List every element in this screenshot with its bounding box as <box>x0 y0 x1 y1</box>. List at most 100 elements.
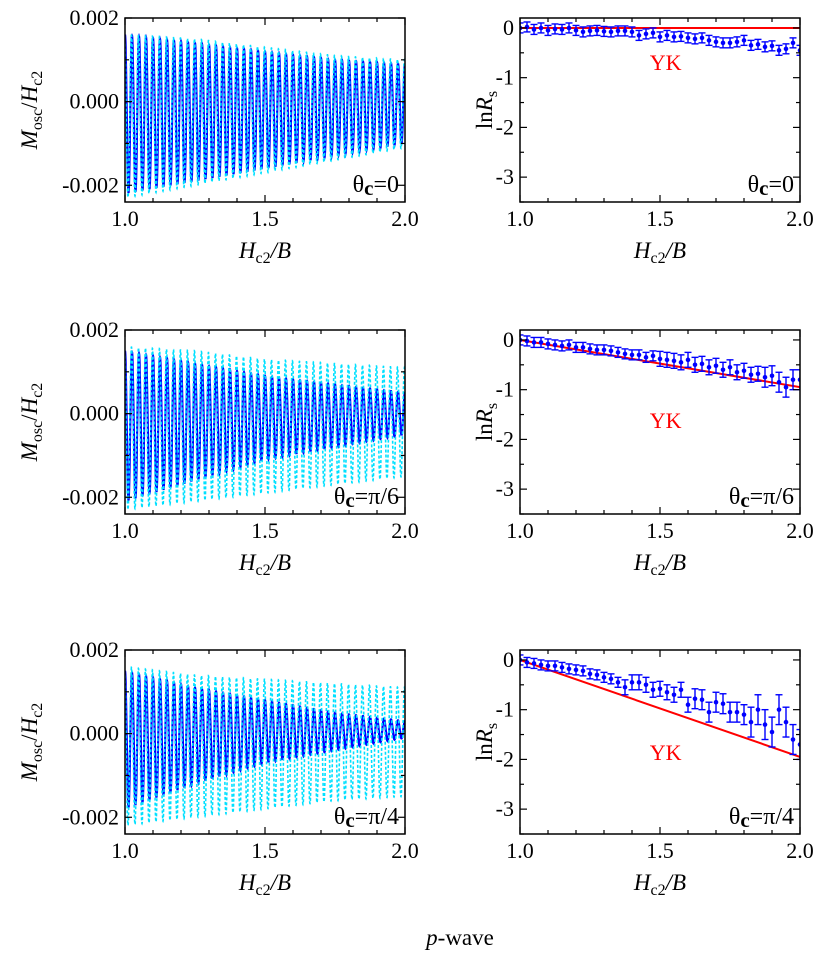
y-tick-label: -0.002 <box>62 484 119 509</box>
y-axis-label: Mosc/Hc2 <box>17 383 46 463</box>
data-point <box>544 24 552 37</box>
y-tick-label: -3 <box>496 796 514 821</box>
data-point <box>593 24 601 37</box>
marker <box>587 671 593 677</box>
y-axis-label: lnRs <box>472 91 501 129</box>
data-point <box>719 37 727 49</box>
data-point <box>754 694 762 726</box>
data-point <box>740 704 748 726</box>
marker <box>566 25 572 31</box>
data-point <box>586 25 594 37</box>
data-point <box>656 350 664 368</box>
panel-magnetization-1: 1.0 1.5 2.0 0.002 0.000 -0.002 Hc2/B Mosc/Hc2 θc… <box>17 317 419 579</box>
data-point <box>691 356 699 373</box>
data-point <box>586 668 594 680</box>
marker <box>538 25 544 31</box>
marker <box>580 345 586 350</box>
yk-fit-line <box>520 659 800 758</box>
data-point <box>656 680 664 697</box>
marker <box>545 341 551 347</box>
marker <box>587 28 593 34</box>
data-point <box>621 25 629 37</box>
marker <box>769 373 775 379</box>
marker <box>685 702 691 708</box>
y-tick-label: 0.000 <box>70 721 120 746</box>
marker <box>692 696 698 702</box>
marker <box>755 371 761 377</box>
data-point <box>712 691 720 713</box>
data-point <box>551 23 559 35</box>
marker <box>622 28 628 34</box>
data-point <box>537 22 545 34</box>
y-tick-label: -1 <box>496 65 514 90</box>
x-axis-label: Hc2/B <box>238 550 291 579</box>
marker <box>685 357 691 363</box>
marker <box>720 40 726 46</box>
marker <box>566 342 572 348</box>
data-point <box>754 365 762 382</box>
marker <box>580 29 586 35</box>
data-point <box>698 32 706 44</box>
marker <box>524 660 530 665</box>
marker <box>776 707 782 712</box>
data-point <box>712 357 720 374</box>
data-point <box>635 349 643 361</box>
marker <box>538 662 544 668</box>
data-point <box>558 340 566 352</box>
data-point <box>663 684 671 701</box>
marker <box>594 28 600 33</box>
data-point <box>684 32 692 44</box>
marker <box>713 39 719 45</box>
data-point <box>789 37 797 49</box>
marker <box>608 676 614 682</box>
data-point <box>600 25 608 38</box>
data-point <box>607 26 615 38</box>
x-axis-label: Hc2/B <box>633 550 686 579</box>
marker <box>769 729 775 735</box>
data-point <box>782 43 790 55</box>
marker <box>657 34 663 40</box>
x-tick-label: 2.0 <box>786 838 814 863</box>
y-tick-label: -1 <box>496 377 514 402</box>
y-tick-label: -2 <box>496 746 514 771</box>
dashed-series-line <box>125 34 405 200</box>
data-point <box>677 30 685 43</box>
x-axis-label: Hc2/B <box>633 238 686 267</box>
solid-series-line <box>125 670 405 808</box>
marker <box>531 340 537 345</box>
data-point <box>775 44 783 56</box>
data-point <box>747 39 755 52</box>
marker <box>601 29 607 34</box>
marker <box>720 701 726 707</box>
y-tick-label: 0.000 <box>70 89 120 114</box>
x-tick-label: 1.5 <box>251 838 279 863</box>
marker <box>524 338 530 344</box>
marker <box>671 692 677 698</box>
data-point <box>558 661 566 674</box>
marker <box>594 347 600 353</box>
data-point <box>607 673 615 685</box>
x-tick-label: 1.5 <box>646 838 674 863</box>
data-point <box>628 349 636 361</box>
y-axis-label: Mosc/Hc2 <box>17 71 46 151</box>
marker <box>643 355 649 360</box>
marker <box>783 719 789 725</box>
data-point <box>572 664 580 676</box>
marker <box>713 699 719 705</box>
yk-label: YK <box>650 740 682 765</box>
marker <box>692 36 698 42</box>
marker <box>601 675 607 680</box>
data-point <box>614 25 622 37</box>
marker <box>734 369 740 375</box>
marker <box>587 346 593 352</box>
data-point <box>628 26 636 38</box>
yk-label: YK <box>650 408 682 433</box>
data-point <box>642 676 650 693</box>
data-point <box>579 26 587 38</box>
y-tick-label: -1 <box>496 697 514 722</box>
x-tick-label: 2.0 <box>391 518 419 543</box>
data-point <box>586 343 594 355</box>
data-point <box>621 679 629 696</box>
marker <box>545 663 551 669</box>
marker <box>629 352 635 358</box>
